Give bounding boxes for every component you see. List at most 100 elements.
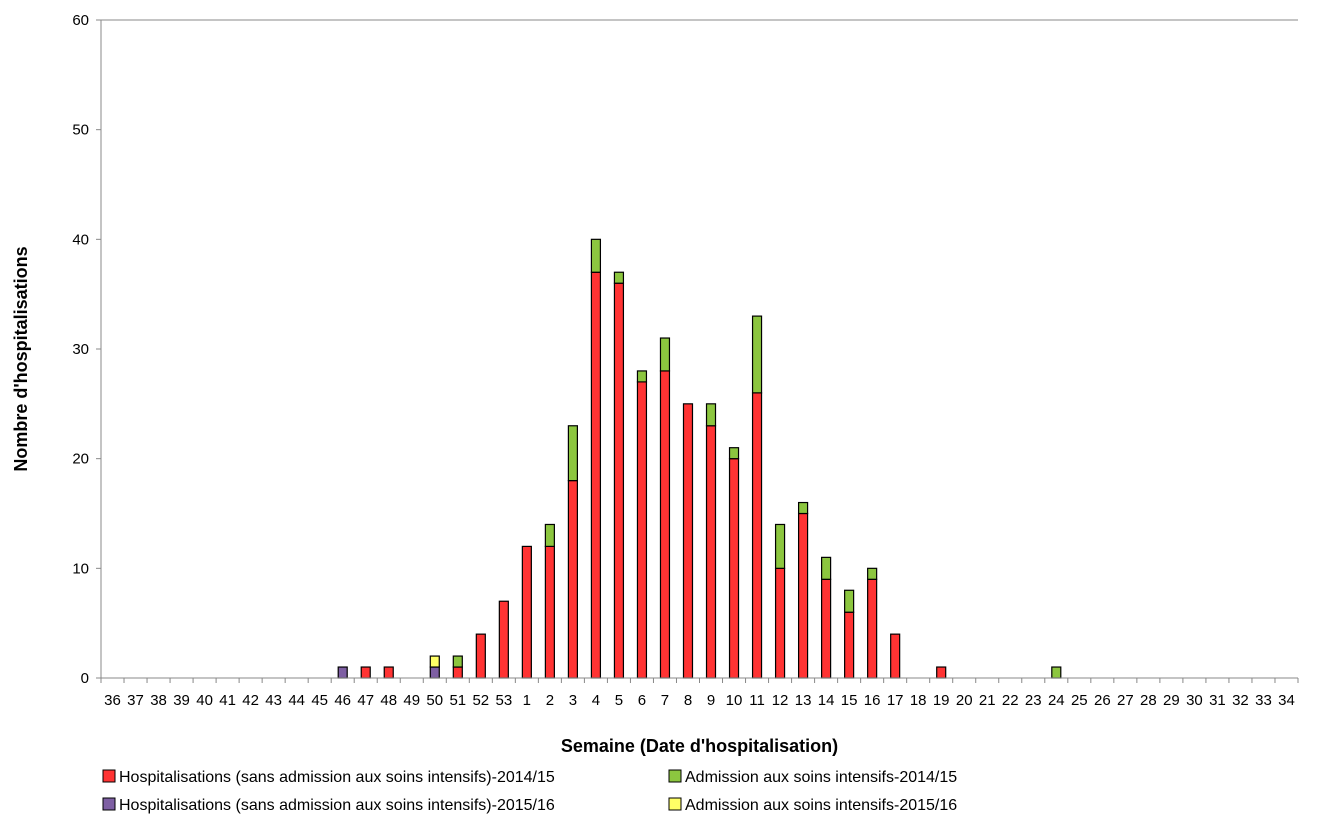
bar-segment: [1051, 666, 1062, 679]
bar-segment: [521, 545, 532, 679]
bar-segment: [590, 271, 602, 679]
bar-segment: [360, 666, 371, 679]
bar-segment: [682, 403, 694, 679]
bar-segment: [636, 370, 648, 383]
x-tick-label: 16: [864, 692, 881, 709]
bar-segment: [613, 271, 625, 284]
x-tick-label: 45: [311, 692, 328, 709]
y-tick-label: 10: [72, 560, 89, 577]
bar-segment: [936, 666, 947, 679]
y-tick-label: 30: [72, 341, 89, 358]
bar-segment: [844, 611, 855, 679]
x-tick-label: 4: [592, 692, 600, 709]
x-tick-label: 10: [726, 692, 743, 709]
x-tick-label: 32: [1232, 692, 1249, 709]
bar-segment: [821, 578, 832, 679]
bar-segment: [774, 567, 786, 679]
bar-segment: [383, 666, 394, 679]
x-tick-label: 47: [357, 692, 374, 709]
y-tick-label: 20: [72, 451, 89, 468]
bar-segment: [659, 370, 671, 679]
x-tick-label: 34: [1278, 692, 1295, 709]
x-tick-label: 20: [956, 692, 973, 709]
x-axis-title: Semaine (Date d'hospitalisation): [561, 736, 838, 756]
bar-segment: [590, 238, 602, 273]
x-tick-label: 15: [841, 692, 858, 709]
x-tick-label: 53: [495, 692, 512, 709]
bar-segment: [659, 337, 671, 372]
y-tick-label: 40: [72, 231, 89, 248]
x-tick-label: 12: [772, 692, 789, 709]
bar-segment: [890, 633, 901, 679]
legend-label: Admission aux soins intensifs-2014/15: [685, 769, 957, 786]
x-tick-label: 33: [1255, 692, 1272, 709]
bar-segment: [867, 567, 878, 580]
x-tick-label: 31: [1209, 692, 1226, 709]
bar-segment: [429, 666, 440, 679]
x-tick-label: 29: [1163, 692, 1180, 709]
x-tick-label: 17: [887, 692, 904, 709]
x-tick-label: 49: [403, 692, 420, 709]
bars: [337, 238, 1062, 679]
bar-segment: [774, 523, 786, 569]
legend-label: Hospitalisations (sans admission aux soi…: [119, 797, 555, 814]
x-tick-label: 2: [546, 692, 554, 709]
x-tick-label: 38: [150, 692, 167, 709]
x-tick-label: 52: [472, 692, 489, 709]
bar-segment: [844, 589, 855, 613]
bar-segment: [429, 655, 440, 668]
bar-segment: [797, 501, 809, 515]
x-tick-label: 37: [127, 692, 144, 709]
legend: Hospitalisations (sans admission aux soi…: [102, 769, 957, 814]
bar-segment: [728, 447, 740, 460]
bar-segment: [705, 425, 717, 679]
x-tick-label: 11: [749, 692, 765, 709]
x-tick-label: 41: [219, 692, 236, 709]
bar-segment: [613, 282, 625, 679]
legend-swatch: [668, 769, 682, 783]
bar-segment: [544, 523, 555, 548]
x-tick-label: 43: [265, 692, 282, 709]
x-tick-label: 46: [334, 692, 351, 709]
y-tick-label: 50: [72, 122, 89, 139]
bar-segment: [475, 633, 486, 679]
x-tick-label: 5: [615, 692, 623, 709]
x-tick-label: 3: [569, 692, 577, 709]
bar-segment: [751, 392, 763, 679]
x-tick-label: 19: [933, 692, 950, 709]
x-tick-label: 25: [1071, 692, 1088, 709]
y-axis-ticks: 0 10 20 30 40 50 60: [72, 12, 101, 687]
x-tick-label: 9: [707, 692, 715, 709]
x-axis-ticks: 36 37 38 39 40 41 42 43 44 45 46 47 48 49 50 51 52 53 1 2 3 4…: [100, 678, 1299, 709]
x-tick-label: 28: [1140, 692, 1157, 709]
bar-segment: [728, 458, 740, 679]
x-tick-label: 36: [104, 692, 121, 709]
y-tick-label: 0: [81, 670, 89, 687]
x-tick-label: 42: [242, 692, 259, 709]
x-tick-label: 7: [661, 692, 669, 709]
bar-segment: [452, 666, 463, 679]
bar-segment: [544, 545, 555, 679]
y-tick-label: 60: [72, 12, 89, 29]
x-tick-label: 40: [196, 692, 213, 709]
bar-segment: [567, 480, 578, 679]
x-tick-label: 6: [638, 692, 646, 709]
bar-segment: [636, 381, 648, 679]
bar-segment: [867, 578, 878, 679]
x-tick-label: 1: [523, 692, 531, 709]
legend-swatch: [102, 797, 116, 811]
x-tick-label: 14: [818, 692, 835, 709]
x-tick-label: 48: [380, 692, 397, 709]
legend-swatch: [668, 797, 682, 811]
legend-label: Admission aux soins intensifs-2015/16: [685, 797, 957, 814]
x-tick-label: 27: [1117, 692, 1134, 709]
legend-label: Hospitalisations (sans admission aux soi…: [119, 769, 555, 786]
bar-segment: [452, 655, 463, 668]
x-tick-label: 13: [795, 692, 812, 709]
x-tick-label: 44: [288, 692, 305, 709]
bar-segment: [797, 512, 809, 679]
x-tick-label: 30: [1186, 692, 1203, 709]
x-tick-label: 22: [1002, 692, 1019, 709]
bar-segment: [337, 666, 348, 679]
